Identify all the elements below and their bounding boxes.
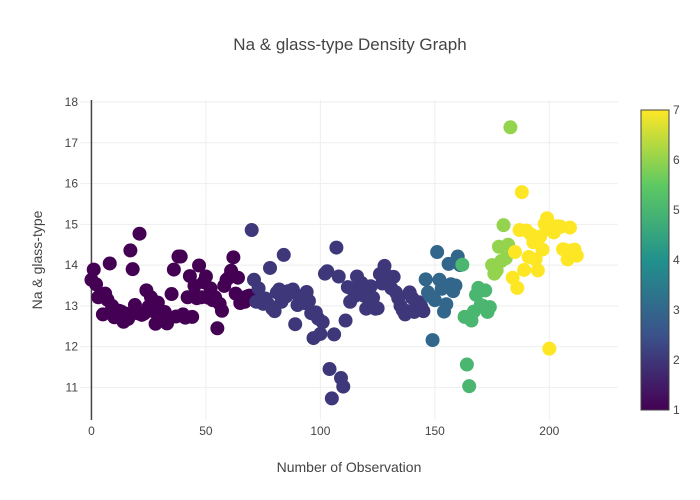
data-point[interactable] — [540, 211, 555, 226]
data-point[interactable] — [102, 256, 117, 271]
data-point[interactable] — [416, 304, 431, 319]
axis-ticks: 0 50 100 150 200 11 12 13 14 15 16 17 18 — [65, 95, 560, 438]
data-point[interactable] — [313, 326, 328, 341]
data-point[interactable] — [327, 327, 342, 342]
data-point[interactable] — [166, 262, 181, 277]
data-point[interactable] — [324, 391, 339, 406]
data-point[interactable] — [315, 315, 330, 330]
data-point[interactable] — [569, 248, 584, 263]
chart-title: Na & glass-type Density Graph — [233, 35, 466, 54]
colorbar-ticks: 1 2 3 4 5 6 7 — [673, 103, 680, 417]
data-point[interactable] — [226, 250, 241, 265]
data-point[interactable] — [320, 264, 335, 279]
data-point[interactable] — [363, 279, 378, 294]
data-point[interactable] — [89, 277, 104, 292]
data-point[interactable] — [482, 300, 497, 315]
data-point[interactable] — [455, 257, 470, 272]
data-point[interactable] — [496, 218, 511, 233]
y-tick-label: 17 — [65, 136, 79, 150]
data-point[interactable] — [331, 269, 346, 284]
data-point[interactable] — [530, 263, 545, 278]
data-point[interactable] — [507, 245, 522, 260]
data-point[interactable] — [329, 240, 344, 255]
data-point[interactable] — [448, 278, 463, 293]
colorbar — [640, 109, 670, 411]
x-tick-label: 150 — [425, 424, 445, 438]
data-point[interactable] — [386, 269, 401, 284]
y-tick-label: 11 — [66, 380, 79, 394]
x-axis-title: Number of Observation — [277, 459, 422, 475]
data-point[interactable] — [244, 223, 259, 238]
data-point[interactable] — [430, 245, 445, 260]
data-point[interactable] — [192, 258, 207, 273]
data-point[interactable] — [288, 317, 303, 332]
data-point[interactable] — [418, 272, 433, 287]
x-tick-label: 50 — [199, 424, 213, 438]
colorbar-tick-label: 1 — [673, 403, 680, 417]
data-point[interactable] — [503, 120, 518, 135]
data-points[interactable] — [84, 120, 584, 406]
data-point[interactable] — [251, 281, 266, 296]
data-point[interactable] — [425, 333, 440, 348]
data-point[interactable] — [125, 262, 140, 277]
data-point[interactable] — [562, 220, 577, 235]
colorbar-tick-label: 4 — [673, 253, 680, 267]
data-point[interactable] — [173, 249, 188, 264]
x-tick-label: 200 — [539, 424, 559, 438]
data-point[interactable] — [276, 247, 291, 262]
colorbar-tick-label: 6 — [673, 153, 680, 167]
y-tick-label: 12 — [65, 340, 79, 354]
data-point[interactable] — [338, 313, 353, 328]
data-point[interactable] — [123, 243, 138, 258]
data-point[interactable] — [210, 321, 225, 336]
data-point[interactable] — [198, 269, 213, 284]
colorbar-tick-label: 2 — [673, 353, 680, 367]
y-tick-label: 16 — [65, 177, 79, 191]
y-axis-title: Na & glass-type — [29, 210, 45, 309]
data-point[interactable] — [462, 379, 477, 394]
data-point[interactable] — [427, 293, 442, 308]
colorbar-tick-label: 7 — [673, 103, 680, 117]
data-point[interactable] — [95, 307, 110, 322]
y-tick-label: 18 — [65, 95, 79, 109]
y-tick-label: 14 — [65, 258, 79, 272]
data-point[interactable] — [366, 290, 381, 305]
data-point[interactable] — [528, 252, 543, 267]
data-point[interactable] — [86, 262, 101, 277]
colorbar-tick-label: 5 — [673, 203, 680, 217]
data-point[interactable] — [301, 293, 316, 308]
data-point[interactable] — [510, 280, 525, 295]
data-point[interactable] — [263, 260, 278, 275]
data-point[interactable] — [478, 283, 493, 298]
y-tick-label: 15 — [65, 217, 79, 231]
data-point[interactable] — [132, 226, 147, 241]
data-point[interactable] — [533, 229, 548, 244]
data-point[interactable] — [214, 303, 229, 318]
data-point[interactable] — [322, 362, 337, 377]
data-point[interactable] — [517, 262, 532, 277]
data-point[interactable] — [439, 297, 454, 312]
data-point[interactable] — [459, 357, 474, 372]
x-tick-label: 100 — [310, 424, 330, 438]
data-point[interactable] — [514, 185, 529, 200]
data-point[interactable] — [535, 242, 550, 257]
x-tick-label: 0 — [88, 424, 95, 438]
data-point[interactable] — [185, 309, 200, 324]
data-point[interactable] — [542, 341, 557, 356]
data-point[interactable] — [230, 270, 245, 285]
data-point[interactable] — [336, 379, 351, 394]
colorbar-tick-label: 3 — [673, 303, 680, 317]
data-point[interactable] — [164, 287, 179, 302]
y-tick-label: 13 — [65, 299, 79, 313]
data-point[interactable] — [370, 301, 385, 316]
